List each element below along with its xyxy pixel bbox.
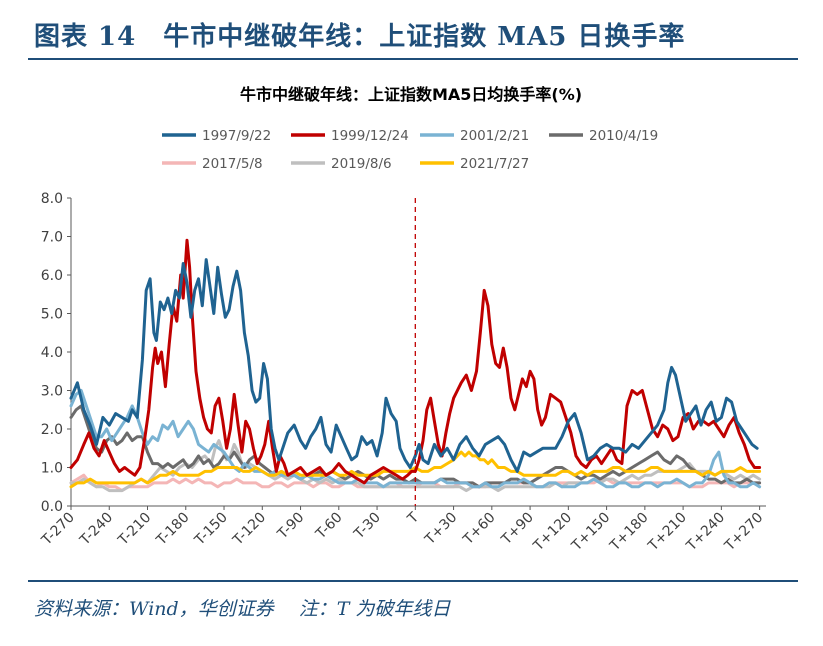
y-tick-label: 7.0 [41, 230, 63, 246]
x-tick-label: T-60 [312, 510, 345, 543]
legend-label: 1999/12/24 [331, 128, 409, 144]
header-rule [28, 58, 798, 60]
x-tick-label: T+150 [568, 510, 613, 555]
y-tick-label: 3.0 [41, 384, 63, 400]
legend-label: 2017/5/8 [202, 156, 263, 172]
x-tick-label: T-210 [115, 510, 155, 550]
x-tick-label: T-90 [274, 510, 307, 543]
y-tick-label: 0.0 [41, 499, 63, 515]
legend-label: 2019/8/6 [331, 156, 392, 172]
turnover-line-chart: 牛市中继破年线：上证指数MA5日均换手率(%) 1997/9/22 1999/12… [38, 85, 766, 555]
series-line [69, 404, 762, 489]
x-tick-label: T-240 [76, 510, 116, 550]
chart-series [69, 198, 762, 506]
x-tick-label: T+270 [721, 510, 766, 555]
y-tick-label: 6.0 [41, 268, 63, 284]
x-tick-label: T [404, 509, 422, 527]
chart-title: 牛市中继破年线：上证指数MA5日均换手率(%) [240, 85, 582, 104]
figure-header: 图表 14 牛市中继破年线：上证指数 MA5 日换手率 [28, 12, 798, 58]
legend-label: 1997/9/22 [202, 128, 271, 144]
y-tick-label: 4.0 [41, 345, 63, 361]
chart-container: 牛市中继破年线：上证指数MA5日均换手率(%) 1997/9/22 1999/12… [0, 62, 823, 582]
series-line [69, 389, 762, 489]
x-tick-label: T+180 [606, 510, 651, 555]
x-tick-label: T+120 [530, 510, 575, 555]
series-line [69, 258, 759, 473]
x-tick-label: T+210 [645, 510, 690, 555]
y-tick-label: 2.0 [41, 422, 63, 438]
chart-axes: 0.0 1.0 2.0 3.0 4.0 5.0 6.0 7.0 8.0 T-270 T-240 T-2… [38, 191, 766, 555]
x-tick-label: T-150 [191, 510, 231, 550]
y-tick-label: 1.0 [41, 461, 63, 477]
series-line [69, 238, 762, 485]
y-tick-label: 5.0 [41, 307, 63, 323]
footer-rule [28, 580, 798, 582]
series-line [69, 450, 762, 489]
x-tick-label: T+60 [460, 510, 499, 549]
legend-label: 2021/7/27 [460, 156, 529, 172]
x-tick-label: T-120 [229, 510, 269, 550]
x-tick-label: T-180 [153, 510, 193, 550]
x-tick-label: T-270 [38, 510, 78, 550]
x-tick-label: T-30 [351, 510, 384, 543]
x-tick-label: T+30 [421, 510, 460, 549]
legend-label: 2010/4/19 [589, 128, 658, 144]
chart-legend: 1997/9/22 1999/12/24 2001/2/21 2010/4/19 201… [162, 128, 658, 172]
source-note: 资料来源：Wind，华创证券 注：T 为破年线日 [34, 598, 451, 620]
x-tick-label: T+240 [683, 510, 728, 555]
legend-label: 2001/2/21 [460, 128, 529, 144]
y-tick-label: 8.0 [41, 191, 63, 207]
figure-title: 图表 14 牛市中继破年线：上证指数 MA5 日换手率 [34, 22, 686, 52]
